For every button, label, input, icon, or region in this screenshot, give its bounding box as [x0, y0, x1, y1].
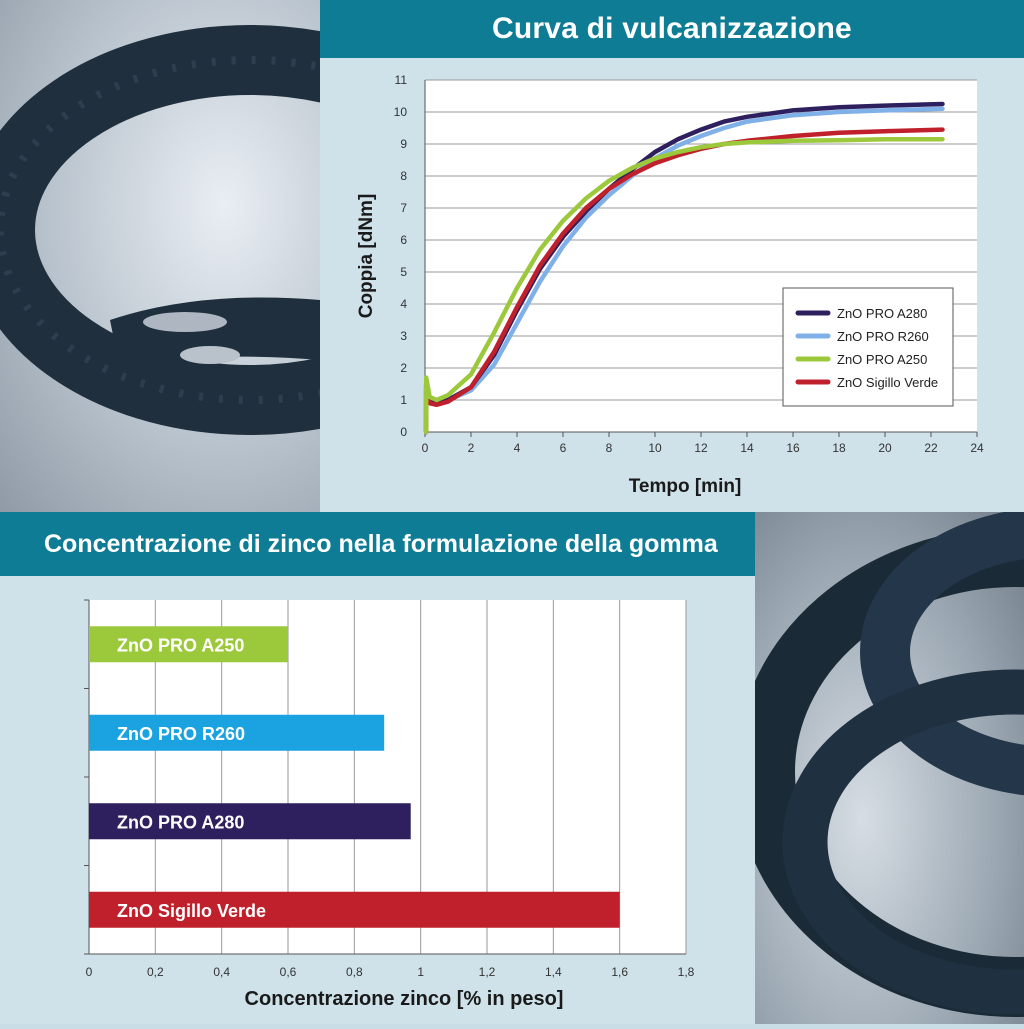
x-tick-label: 10 [648, 441, 662, 455]
x-tick-label: 14 [740, 441, 754, 455]
bar [89, 626, 288, 663]
bar [89, 714, 385, 751]
x-tick-label: 4 [514, 441, 521, 455]
y-tick-label: 10 [394, 105, 408, 119]
y-tick-label: 7 [400, 201, 407, 215]
bar-label: ZnO PRO R260 [117, 724, 245, 744]
x-tick-label: 0,8 [346, 965, 363, 979]
bar-label: ZnO PRO A250 [117, 635, 244, 655]
legend-label: ZnO PRO A280 [837, 306, 927, 321]
bar [89, 803, 411, 840]
series-line [423, 136, 945, 435]
y-tick-label: 5 [400, 265, 407, 279]
cure-curve-panel: 0 1 2 3 4 5 6 7 8 9 10 11 0 2 4 6 8 10 12 14 16 18 20 22 24 Temp… [320, 58, 1024, 512]
x-tick-label: 22 [924, 441, 938, 455]
x-tick-label: 18 [832, 441, 846, 455]
zinc-concentration-title: Concentrazione di zinco nella formulazio… [44, 529, 718, 558]
rubber-seal-photo-bottom [755, 512, 1024, 1024]
y-tick-label: 9 [400, 137, 407, 151]
x-tick-label: 0 [422, 441, 429, 455]
y-tick-label: 1 [400, 393, 407, 407]
y-axis-title: Coppia [dNm] [356, 194, 377, 319]
cure-curve-title: Curva di vulcanizzazione [492, 12, 852, 45]
x-tick-label: 1,2 [479, 965, 496, 979]
legend-label: ZnO PRO R260 [837, 329, 929, 344]
zinc-concentration-title-banner: Concentrazione di zinco nella formulazio… [0, 512, 755, 576]
y-tick-label: 4 [400, 297, 407, 311]
x-axis-title: Tempo [min] [629, 476, 742, 497]
x-tick-label: 24 [970, 441, 984, 455]
zinc-concentration-chart: 0 0,2 0,4 0,6 0,8 1 1,2 1,4 1,6 1,8 ZnO PRO A250 Z… [84, 599, 695, 1010]
x-tick-label: 1,6 [611, 965, 628, 979]
bar-label: ZnO PRO A280 [117, 812, 244, 832]
legend-label: ZnO Sigillo Verde [837, 375, 938, 390]
bar [89, 891, 620, 928]
legend-label: ZnO PRO A250 [837, 352, 927, 367]
rubber-seal-photo-top [0, 0, 320, 512]
x-tick-label: 0,6 [280, 965, 297, 979]
x-tick-label: 0 [86, 965, 93, 979]
y-tick-label: 3 [400, 329, 407, 343]
chart-legend: ZnO PRO A280 ZnO PRO R260 ZnO PRO A250 ZnO … [782, 287, 954, 407]
y-tick-label: 11 [395, 73, 408, 87]
y-tick-label: 6 [400, 233, 407, 247]
y-tick-label: 8 [400, 169, 407, 183]
series-line [423, 127, 945, 435]
y-tick-label: 2 [400, 361, 407, 375]
x-axis-title: Concentrazione zinco [% in peso] [245, 988, 564, 1010]
zinc-concentration-panel: 0 0,2 0,4 0,6 0,8 1 1,2 1,4 1,6 1,8 ZnO PRO A250 Z… [0, 576, 755, 1024]
x-tick-label: 0,4 [213, 965, 230, 979]
x-tick-label: 1,4 [545, 965, 562, 979]
y-tick-label: 0 [400, 425, 407, 439]
bar-label: ZnO Sigillo Verde [117, 901, 266, 921]
x-tick-label: 12 [694, 441, 708, 455]
x-tick-label: 6 [560, 441, 567, 455]
x-tick-label: 1,8 [678, 965, 695, 979]
x-tick-label: 8 [606, 441, 613, 455]
x-tick-label: 0,2 [147, 965, 164, 979]
x-tick-label: 20 [878, 441, 892, 455]
cure-curve-title-banner: Curva di vulcanizzazione [320, 0, 1024, 58]
x-tick-label: 16 [786, 441, 800, 455]
x-tick-label: 2 [468, 441, 475, 455]
x-tick-label: 1 [417, 965, 424, 979]
legend-box [782, 287, 954, 407]
